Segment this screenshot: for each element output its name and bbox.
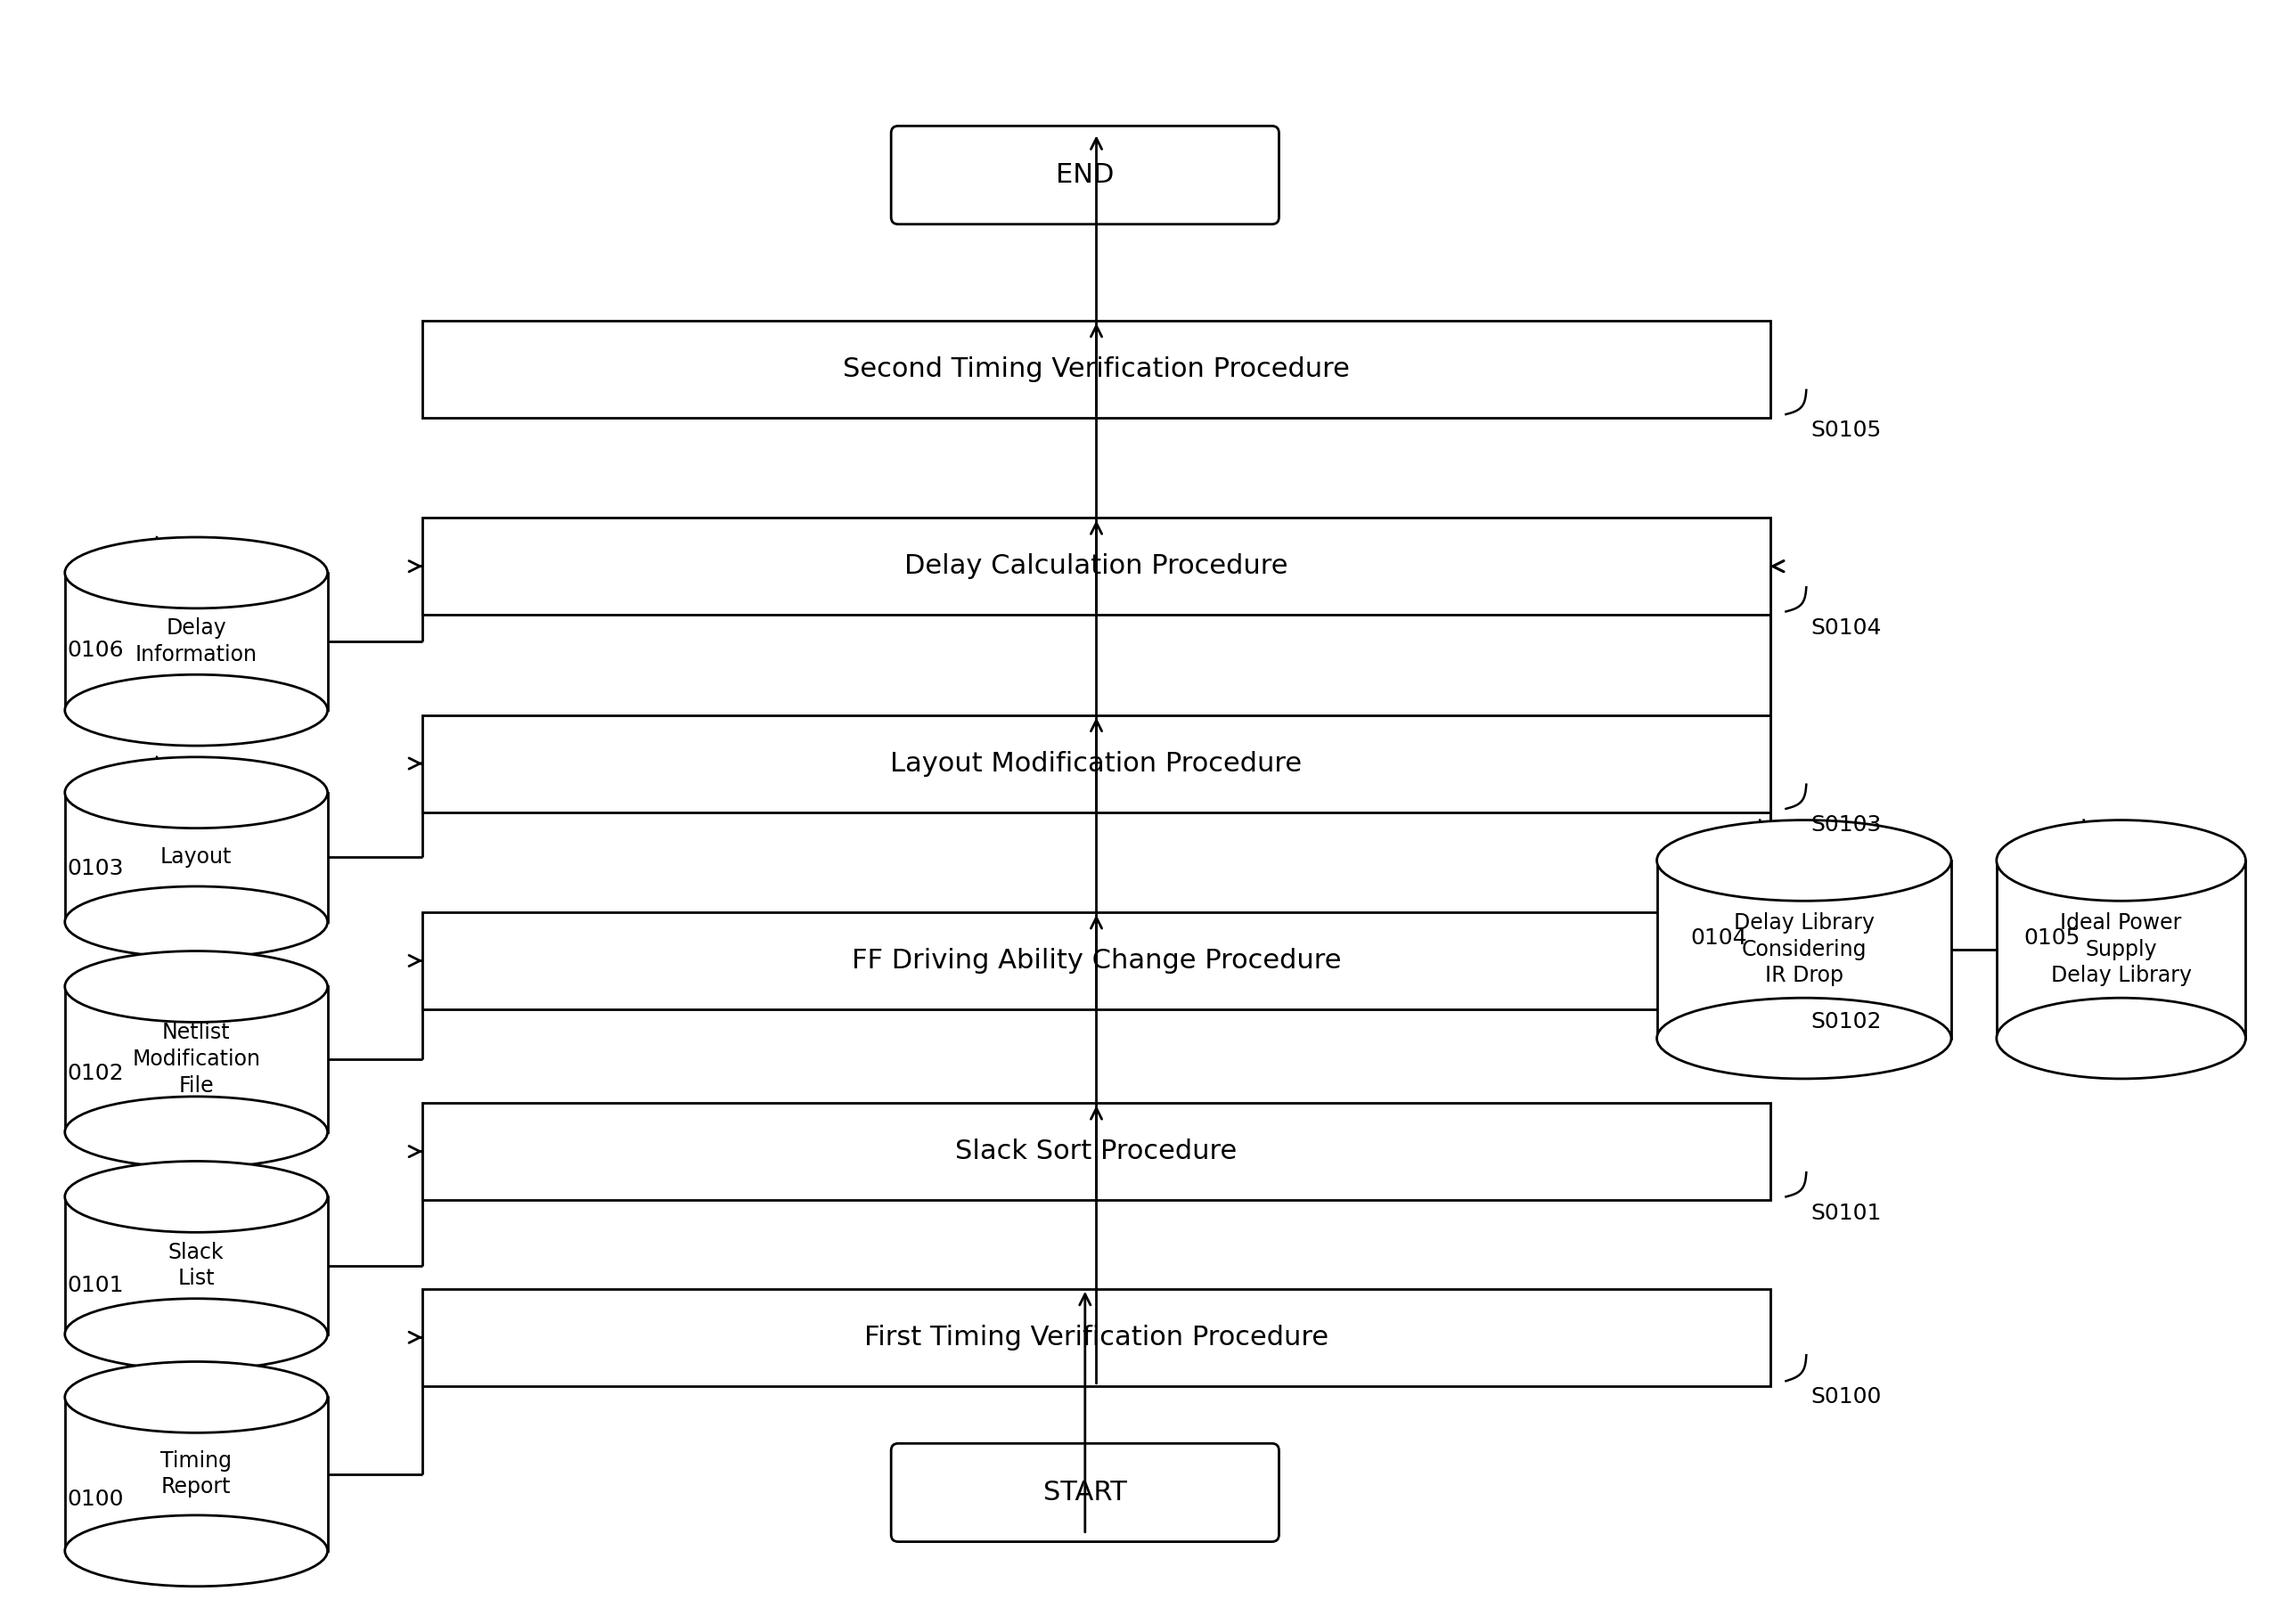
Ellipse shape (66, 952, 327, 1021)
Text: Layout: Layout (161, 846, 232, 867)
Bar (66, 1397, 327, 1551)
Bar (423, 1103, 1770, 1200)
Ellipse shape (66, 1361, 327, 1432)
Text: Delay
Information: Delay Information (134, 617, 257, 666)
Ellipse shape (66, 887, 327, 958)
Text: S0104: S0104 (1811, 617, 1881, 638)
Text: Slack
List: Slack List (168, 1241, 225, 1289)
Bar (423, 320, 1770, 417)
Bar (423, 715, 1770, 812)
Text: 0104: 0104 (1690, 927, 1747, 948)
Text: S0100: S0100 (1811, 1387, 1881, 1408)
Ellipse shape (66, 757, 327, 828)
Text: END: END (1056, 162, 1113, 188)
Text: First Timing Verification Procedure: First Timing Verification Procedure (863, 1325, 1329, 1350)
Text: 0105: 0105 (2024, 927, 2081, 948)
Ellipse shape (1656, 820, 1952, 901)
Text: Layout Modification Procedure: Layout Modification Procedure (891, 750, 1302, 776)
FancyBboxPatch shape (891, 1444, 1279, 1541)
Bar (66, 793, 327, 922)
Ellipse shape (66, 1515, 327, 1587)
Text: START: START (1043, 1479, 1127, 1505)
Text: 0101: 0101 (68, 1275, 123, 1296)
Bar (423, 1289, 1770, 1385)
Text: Timing
Report: Timing Report (161, 1450, 232, 1497)
Ellipse shape (1997, 820, 2245, 901)
Text: Delay Calculation Procedure: Delay Calculation Procedure (904, 554, 1288, 580)
FancyBboxPatch shape (891, 127, 1279, 224)
Bar (66, 987, 327, 1132)
Text: S0105: S0105 (1811, 419, 1881, 442)
Ellipse shape (1997, 997, 2245, 1078)
Ellipse shape (66, 1161, 327, 1233)
Text: Netlist
Modification
File: Netlist Modification File (132, 1021, 261, 1096)
Text: 0100: 0100 (68, 1488, 123, 1510)
Ellipse shape (66, 538, 327, 609)
Text: FF Driving Ability Change Procedure: FF Driving Ability Change Procedure (852, 948, 1340, 974)
Ellipse shape (66, 1096, 327, 1168)
Text: Delay Library
Considering
IR Drop: Delay Library Considering IR Drop (1734, 913, 1874, 986)
Text: Ideal Power
Supply
Delay Library: Ideal Power Supply Delay Library (2052, 913, 2192, 986)
Bar (66, 1197, 327, 1335)
Ellipse shape (66, 674, 327, 745)
Text: 0103: 0103 (68, 857, 123, 879)
Bar (1997, 861, 2245, 1038)
Text: S0102: S0102 (1811, 1012, 1881, 1033)
Bar (1656, 861, 1952, 1038)
Ellipse shape (1656, 997, 1952, 1078)
Ellipse shape (66, 1299, 327, 1369)
Text: Slack Sort Procedure: Slack Sort Procedure (957, 1138, 1238, 1164)
Bar (423, 518, 1770, 615)
Text: 0106: 0106 (68, 640, 123, 661)
Bar (66, 573, 327, 710)
Bar (423, 913, 1770, 1009)
Text: S0103: S0103 (1811, 814, 1881, 836)
Text: S0101: S0101 (1811, 1202, 1881, 1223)
Text: 0102: 0102 (68, 1064, 123, 1085)
Text: Second Timing Verification Procedure: Second Timing Verification Procedure (843, 356, 1350, 382)
